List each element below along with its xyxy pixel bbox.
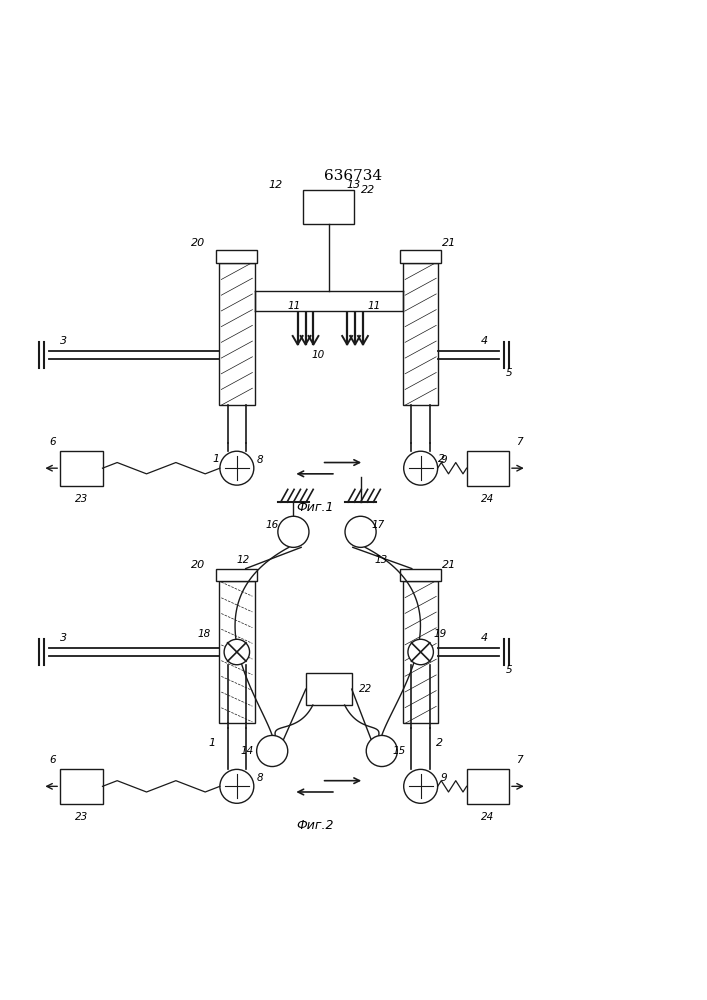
Text: 12: 12 [269, 180, 283, 190]
Circle shape [404, 769, 438, 803]
Text: 6: 6 [49, 755, 57, 765]
Text: 24: 24 [481, 494, 494, 504]
Text: 13: 13 [346, 180, 361, 190]
Text: 8: 8 [257, 455, 263, 465]
Bar [216, 569, 257, 581]
Text: 9: 9 [440, 773, 447, 783]
Text: 23: 23 [75, 812, 88, 822]
Text: 4: 4 [481, 633, 488, 643]
Text: 7: 7 [516, 437, 522, 447]
Text: 5: 5 [506, 665, 512, 675]
Circle shape [278, 516, 309, 547]
Text: 10: 10 [311, 350, 325, 360]
Text: 5: 5 [506, 368, 512, 378]
Text: 12: 12 [237, 555, 250, 565]
Text: 9: 9 [440, 455, 447, 465]
Bar [467, 451, 509, 486]
Text: 1: 1 [209, 738, 216, 748]
Circle shape [224, 639, 250, 665]
Bar [403, 263, 438, 405]
Bar [303, 190, 354, 224]
Bar [400, 250, 441, 263]
Text: 3: 3 [60, 336, 67, 346]
Text: 17: 17 [371, 520, 385, 530]
Text: 8: 8 [257, 773, 263, 783]
Bar [400, 569, 441, 581]
Text: 3: 3 [60, 633, 67, 643]
Text: 6: 6 [49, 437, 57, 447]
Text: 16: 16 [265, 520, 279, 530]
Text: 7: 7 [516, 755, 522, 765]
Bar [219, 581, 255, 723]
Text: Фиг.2: Фиг.2 [296, 819, 334, 832]
Text: 11: 11 [288, 301, 301, 311]
Circle shape [257, 735, 288, 767]
Bar [60, 769, 103, 804]
Text: 21: 21 [442, 238, 456, 248]
Text: 14: 14 [240, 746, 254, 756]
Text: Фиг.1: Фиг.1 [296, 501, 334, 514]
Circle shape [220, 769, 254, 803]
Circle shape [408, 639, 433, 665]
Bar [60, 451, 103, 486]
Text: 1: 1 [212, 454, 219, 464]
Text: 24: 24 [481, 812, 494, 822]
Text: 22: 22 [358, 684, 372, 694]
Text: 13: 13 [375, 555, 388, 565]
Text: 15: 15 [392, 746, 406, 756]
Text: 22: 22 [361, 185, 375, 195]
Bar [467, 769, 509, 804]
Circle shape [366, 735, 397, 767]
Text: 4: 4 [481, 336, 488, 346]
Bar [403, 581, 438, 723]
Bar [305, 673, 351, 705]
Text: 18: 18 [198, 629, 211, 639]
Text: 11: 11 [368, 301, 381, 311]
Text: 20: 20 [191, 560, 205, 570]
Text: 19: 19 [433, 629, 447, 639]
Text: 2: 2 [438, 454, 445, 464]
Text: 20: 20 [191, 238, 205, 248]
Circle shape [404, 451, 438, 485]
Text: 23: 23 [75, 494, 88, 504]
Circle shape [220, 451, 254, 485]
Text: 21: 21 [442, 560, 456, 570]
Bar [216, 250, 257, 263]
Bar [219, 263, 255, 405]
Text: 2: 2 [436, 738, 443, 748]
Circle shape [345, 516, 376, 547]
Text: 636734: 636734 [325, 169, 382, 183]
